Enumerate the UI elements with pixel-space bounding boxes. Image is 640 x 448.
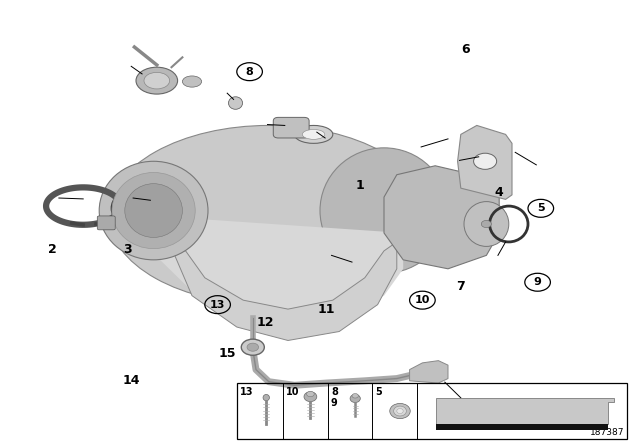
Text: 13: 13: [210, 300, 225, 310]
Circle shape: [481, 220, 492, 228]
Ellipse shape: [109, 125, 429, 305]
Text: 1: 1: [355, 179, 364, 193]
Ellipse shape: [304, 392, 317, 402]
Polygon shape: [436, 398, 614, 425]
Polygon shape: [458, 125, 512, 199]
Ellipse shape: [390, 404, 410, 418]
Text: 11: 11: [317, 302, 335, 316]
Circle shape: [247, 343, 259, 351]
Ellipse shape: [112, 172, 195, 249]
Text: 3: 3: [124, 243, 132, 257]
Ellipse shape: [99, 161, 208, 260]
Text: 14: 14: [122, 374, 140, 388]
Polygon shape: [384, 166, 499, 269]
Text: 12: 12: [257, 316, 275, 329]
Text: 10: 10: [286, 387, 300, 396]
Ellipse shape: [294, 125, 333, 143]
FancyBboxPatch shape: [97, 216, 115, 230]
Text: 5: 5: [537, 203, 545, 213]
Ellipse shape: [307, 392, 314, 397]
Circle shape: [474, 153, 497, 169]
Ellipse shape: [303, 129, 325, 139]
Polygon shape: [173, 242, 397, 340]
Ellipse shape: [144, 73, 170, 89]
FancyBboxPatch shape: [273, 117, 309, 138]
Ellipse shape: [352, 394, 358, 398]
Text: 13: 13: [240, 387, 253, 396]
Text: 15: 15: [218, 347, 236, 361]
Text: 8
9: 8 9: [331, 387, 338, 408]
Ellipse shape: [350, 395, 360, 403]
Text: 2: 2: [48, 243, 57, 257]
Ellipse shape: [182, 76, 202, 87]
Bar: [237, 383, 627, 439]
Polygon shape: [141, 215, 403, 323]
Ellipse shape: [320, 148, 448, 273]
Ellipse shape: [125, 184, 182, 237]
Ellipse shape: [228, 97, 243, 109]
Text: 8: 8: [246, 67, 253, 77]
Text: 6: 6: [461, 43, 469, 56]
Circle shape: [241, 339, 264, 355]
Text: 9: 9: [534, 277, 541, 287]
Ellipse shape: [136, 67, 178, 94]
Ellipse shape: [397, 409, 403, 414]
Polygon shape: [410, 361, 448, 383]
Text: 4: 4: [495, 186, 504, 199]
Text: 5: 5: [376, 387, 383, 396]
Text: 187387: 187387: [589, 428, 624, 437]
Text: 10: 10: [415, 295, 430, 305]
Polygon shape: [436, 425, 608, 430]
Ellipse shape: [394, 406, 406, 416]
Text: 7: 7: [456, 280, 465, 293]
Ellipse shape: [464, 202, 509, 246]
Ellipse shape: [263, 395, 269, 401]
